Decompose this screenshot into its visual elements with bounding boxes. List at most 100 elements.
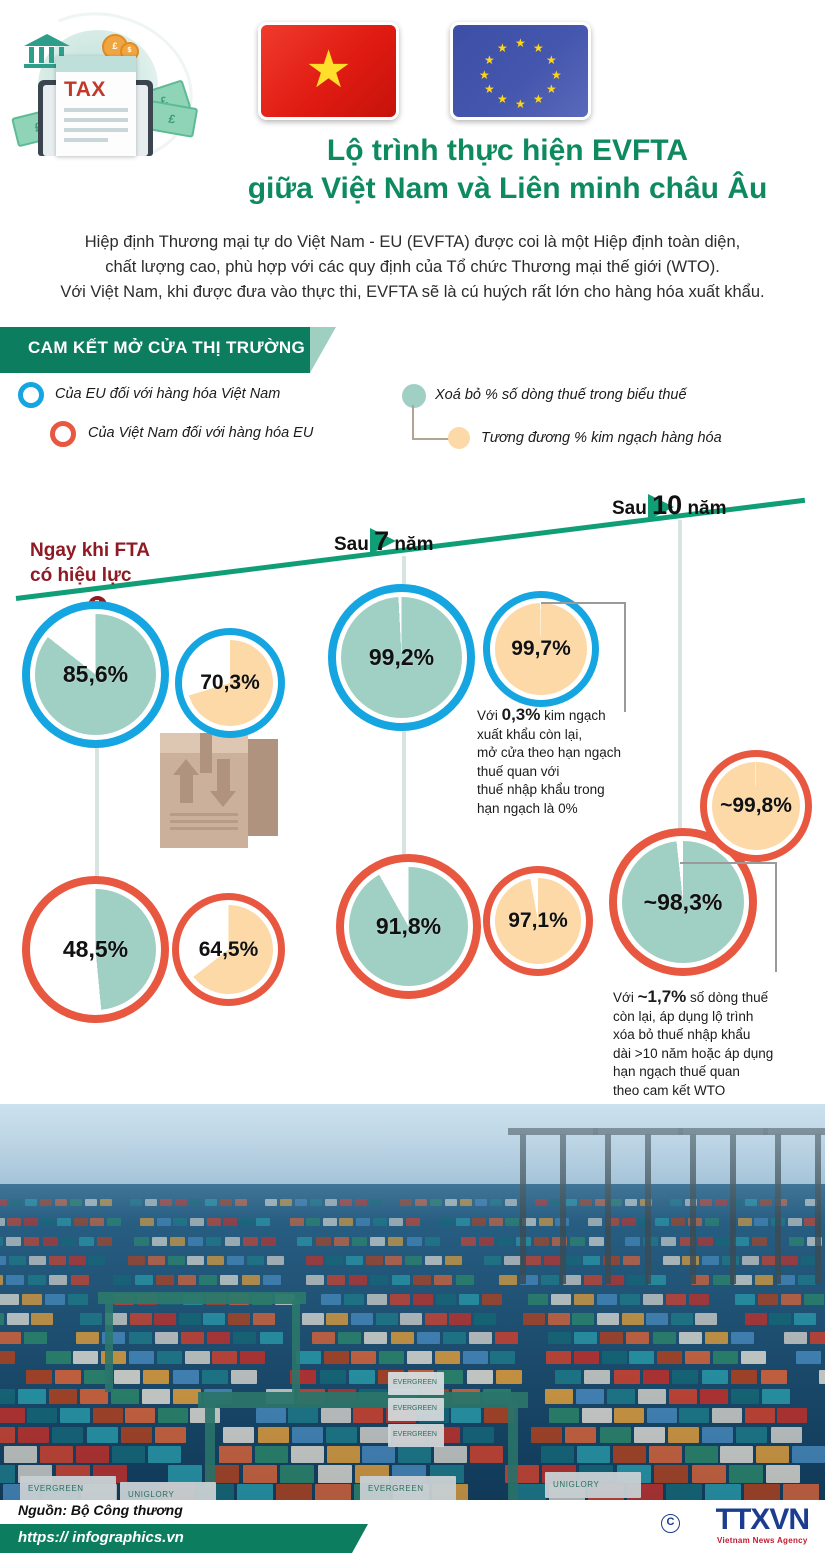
a2-post: số dòng thuế (686, 990, 769, 1005)
legend-marker-green-dot (402, 384, 426, 408)
tl10-number: 10 (652, 490, 683, 520)
annotation-1-connector-h (541, 602, 626, 604)
pie-chart-70-3: 70,3% (175, 628, 285, 738)
section-banner-label: CAM KẾT MỞ CỬA THỊ TRƯỜNG (28, 338, 306, 357)
timeline-label-10y: Sau 10 năm (612, 490, 727, 521)
ttxvn-logo: TTXVN Vietnam News Agency (715, 1503, 810, 1546)
annotation-1-connector-v (624, 602, 626, 712)
annotation-2-connector-h (680, 862, 777, 864)
subtitle-line-2: chất lượng cao, phù hợp với các quy định… (105, 258, 720, 277)
annotation-1-line-1: Với 0,3% kim ngạch (477, 703, 647, 726)
legend-label-tax-lines: Xoá bỏ % số dòng thuế trong biểu thuế (435, 387, 687, 403)
annotation-1-line-3: mở cửa theo hạn ngạch (477, 745, 621, 761)
pie-chart-99-2: 99,2% (328, 584, 475, 731)
annotation-2-line-4: dài >10 năm hoặc áp dụng (613, 1045, 774, 1061)
pie-chart-99-7: 99,7% (483, 591, 599, 707)
a2-bold: ~1,7% (637, 987, 687, 1006)
pie-label-91-8: 91,8% (375, 913, 442, 939)
annotation-2-line-1: Với ~1,7% số dòng thuế (613, 985, 813, 1008)
pie-label-48-5: 48,5% (62, 936, 129, 962)
vietnam-flag-icon: ★ (258, 22, 399, 120)
legend-marker-peach-dot (448, 427, 470, 449)
tax-document: TAX (56, 56, 136, 156)
annotation-1: Với 0,3% kim ngạch xuất khẩu còn lại, mở… (477, 703, 647, 818)
annotation-1-line-2: xuất khẩu còn lại, (477, 727, 583, 743)
legend-label-vn: Của Việt Nam đối với hàng hóa EU (88, 425, 314, 441)
subtitle-line-1: Hiệp định Thương mại tự do Việt Nam - EU… (84, 233, 741, 251)
pie-label-64-5: 64,5% (198, 937, 259, 961)
legend-label-eu: Của EU đối với hàng hóa Việt Nam (55, 386, 281, 402)
pie-chart-97-1: 97,1% (483, 866, 593, 976)
timeline-label-now: Ngay khi FTA có hiệu lực (30, 538, 150, 588)
page-subtitle: Hiệp định Thương mại tự do Việt Nam - EU… (30, 230, 795, 305)
timeline-arrow-7y (370, 528, 396, 554)
copyright-icon: C (661, 1514, 680, 1533)
title-line-1: Lộ trình thực hiện EVFTA (326, 134, 689, 167)
legend-marker-red-ring (50, 421, 76, 447)
legend-connector (412, 405, 454, 440)
footer-bar-fold (352, 1524, 368, 1553)
pie-chart-99-8: ~99,8% (700, 750, 812, 862)
pie-label-85-6: 85,6% (62, 661, 129, 687)
pie-slice (349, 867, 468, 986)
tax-label: TAX (64, 78, 106, 101)
european-union-flag-icon: ★ ★ ★ ★ ★ ★ ★ ★ ★ ★ ★ ★ (450, 22, 591, 120)
ttxvn-logo-text: TTXVN (715, 1503, 810, 1536)
pie-label-99-2: 99,2% (368, 644, 435, 670)
tl7-suffix: năm (389, 534, 434, 555)
footer-bar (0, 1524, 352, 1553)
package-box-icon (160, 733, 278, 848)
bank-icon (24, 34, 70, 68)
title-line-2: giữa Việt Nam và Liên minh châu Âu (247, 171, 768, 205)
a1-bold: 0,3% (501, 705, 541, 724)
container-port-photo: EVERGREENUNIGLORYEVERGREENUNIGLORYEVERGR… (0, 1104, 825, 1500)
annotation-2: Với ~1,7% số dòng thuế còn lại, áp dụng … (613, 985, 813, 1100)
pie-slice (712, 762, 800, 850)
tax-illustration: £ $ £ TAX (0, 0, 213, 184)
pie-slice (187, 640, 273, 726)
pie-label-99-7: 99,7% (511, 637, 571, 660)
a2-pre: Với (613, 990, 638, 1005)
pie-slice (495, 603, 587, 695)
annotation-2-connector-v (775, 862, 777, 972)
pie-label-98-3: ~98,3% (643, 888, 723, 915)
annotation-1-line-5: thuế nhập khẩu trong (477, 782, 605, 798)
timeline-arrow-10y (648, 494, 674, 520)
subtitle-line-3: Với Việt Nam, khi được đưa vào thực thi,… (60, 283, 765, 302)
banner-fold-decoration (310, 327, 336, 373)
a1-post: kim ngạch (540, 708, 606, 723)
pie-chart-48-5: 48,5% (22, 876, 169, 1023)
pie-chart-85-6: 85,6% (22, 601, 169, 748)
annotation-2-line-3: xóa bỏ thuế nhập khẩu (613, 1027, 751, 1043)
pie-label-97-1: 97,1% (508, 909, 568, 932)
ttxvn-logo-subtext: Vietnam News Agency (717, 1536, 808, 1545)
timeline-label-now-line2: có hiệu lực (30, 565, 132, 587)
pie-label-99-8: ~99,8% (720, 794, 792, 817)
timeline-label-7y: Sau 7 năm (334, 526, 434, 557)
pie-label-70-3: 70,3% (200, 671, 260, 694)
page-title: Lộ trình thực hiện EVFTA giữa Việt Nam v… (190, 132, 825, 208)
legend-marker-blue-ring (18, 382, 44, 408)
pie-slice (495, 878, 581, 964)
pie-chart-64-5: 64,5% (172, 893, 285, 1006)
annotation-1-line-6: hạn ngạch là 0% (477, 800, 578, 816)
source-label: Nguồn: Bộ Công thương (18, 1502, 183, 1518)
annotation-2-line-2: còn lại, áp dụng lộ trình (613, 1009, 754, 1025)
tl7-number: 7 (374, 526, 390, 556)
section-banner: CAM KẾT MỞ CỬA THỊ TRƯỜNG (0, 327, 310, 373)
legend-label-turnover: Tương đương % kim ngạch hàng hóa (481, 430, 722, 446)
a1-pre: Với (477, 708, 502, 723)
pie-slice (35, 614, 156, 735)
tl7-prefix: Sau (334, 534, 375, 555)
annotation-2-line-6: theo cam kết WTO (613, 1082, 726, 1098)
pie-slice (341, 597, 462, 718)
pie-slice (622, 841, 744, 963)
tl10-suffix: năm (682, 498, 727, 519)
annotation-2-line-5: hạn ngạch thuế quan (613, 1064, 740, 1080)
annotation-1-line-4: thuế quan với (477, 763, 560, 779)
pie-chart-91-8: 91,8% (336, 854, 481, 999)
tl10-prefix: Sau (612, 498, 653, 519)
footer-url[interactable]: https:// infographics.vn (18, 1529, 184, 1546)
timeline-label-now-line1: Ngay khi FTA (30, 540, 150, 561)
